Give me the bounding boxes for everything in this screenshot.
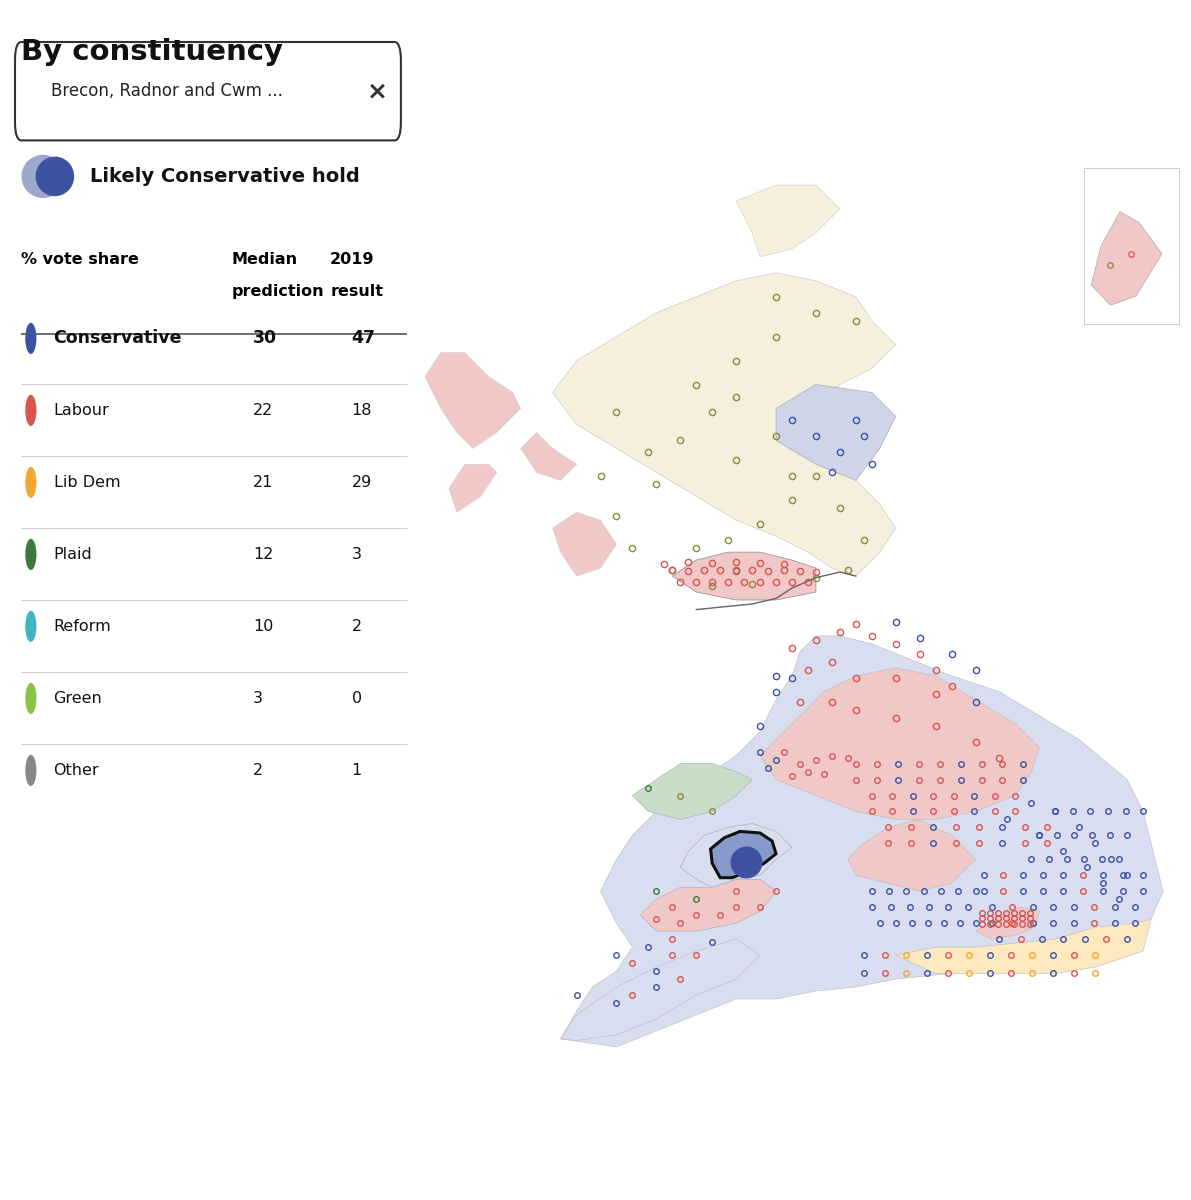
FancyBboxPatch shape [15, 42, 401, 140]
Polygon shape [561, 940, 760, 1040]
Text: 10: 10 [252, 619, 274, 634]
Circle shape [25, 395, 37, 426]
Text: 0: 0 [351, 691, 362, 706]
Text: 3: 3 [252, 691, 263, 706]
Text: 3: 3 [351, 547, 362, 562]
Text: By constituency: By constituency [21, 38, 283, 66]
Polygon shape [1091, 211, 1162, 305]
Polygon shape [760, 668, 1040, 820]
Text: ×: × [367, 79, 388, 103]
Ellipse shape [36, 156, 74, 196]
Text: Likely Conservative hold: Likely Conservative hold [91, 167, 360, 186]
Text: 29: 29 [351, 475, 372, 490]
Text: 18: 18 [351, 403, 372, 418]
Polygon shape [449, 464, 497, 512]
Circle shape [25, 467, 37, 498]
Polygon shape [632, 763, 753, 820]
Circle shape [25, 755, 37, 786]
Polygon shape [736, 185, 840, 257]
Text: 47: 47 [351, 330, 375, 348]
Ellipse shape [21, 155, 64, 198]
Text: Brecon, Radnor and Cwm ...: Brecon, Radnor and Cwm ... [51, 82, 283, 101]
Text: 1: 1 [351, 763, 362, 778]
Polygon shape [896, 919, 1151, 973]
Text: Plaid: Plaid [54, 547, 93, 562]
Polygon shape [425, 353, 520, 449]
Text: 12: 12 [252, 547, 274, 562]
Polygon shape [975, 907, 1040, 940]
Circle shape [25, 539, 37, 570]
Polygon shape [680, 823, 792, 887]
Polygon shape [553, 272, 896, 576]
Circle shape [25, 323, 37, 354]
Text: 30: 30 [252, 330, 278, 348]
Text: 22: 22 [252, 403, 273, 418]
Text: prediction: prediction [231, 284, 324, 299]
Circle shape [25, 611, 37, 642]
Polygon shape [848, 820, 975, 892]
Text: 2: 2 [351, 619, 362, 634]
Text: result: result [330, 284, 384, 299]
Polygon shape [641, 880, 777, 931]
Polygon shape [711, 832, 777, 877]
Polygon shape [777, 384, 896, 480]
Polygon shape [520, 432, 576, 480]
Polygon shape [553, 512, 617, 576]
Text: Lib Dem: Lib Dem [54, 475, 120, 490]
Circle shape [25, 683, 37, 714]
Text: Reform: Reform [54, 619, 111, 634]
Polygon shape [672, 552, 816, 600]
Text: Median: Median [231, 252, 298, 266]
Text: Conservative: Conservative [54, 330, 182, 348]
Text: Labour: Labour [54, 403, 110, 418]
Polygon shape [561, 636, 1164, 1046]
Text: Green: Green [54, 691, 102, 706]
Text: 2: 2 [252, 763, 263, 778]
Text: Other: Other [54, 763, 99, 778]
Text: 21: 21 [252, 475, 274, 490]
Text: % vote share: % vote share [21, 252, 139, 266]
Text: 2019: 2019 [330, 252, 375, 266]
